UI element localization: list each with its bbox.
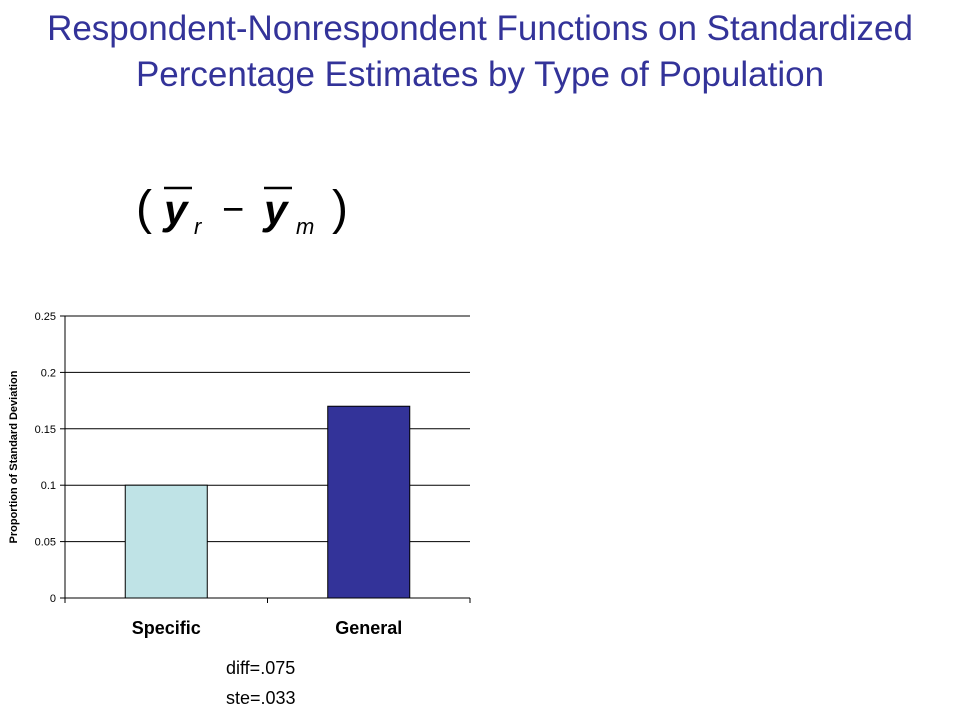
x-category-labels: Specific General: [132, 618, 403, 638]
formula-minus: −: [222, 189, 244, 231]
formula-sub-r: r: [194, 214, 203, 239]
y-tick-label: 0.1: [41, 480, 56, 492]
bars: [124, 405, 411, 599]
y-tick-label: 0.15: [35, 424, 56, 436]
bar-specific: [124, 484, 208, 599]
diff-stat: diff=.075: [226, 658, 296, 678]
formula-close-paren: ): [332, 182, 348, 235]
y-tick-label: 0.25: [35, 311, 56, 323]
x-category-label: Specific: [132, 618, 201, 638]
x-axis-ticks: [64, 598, 471, 603]
y-tick-label: 0.05: [35, 537, 56, 549]
y-tick-label: 0.2: [41, 367, 56, 379]
x-category-label: General: [335, 618, 402, 638]
y-axis-label: Proportion of Standard Deviation: [8, 370, 20, 543]
formula: ( y r − y m ): [136, 182, 348, 239]
formula-sub-m: m: [296, 214, 314, 239]
slide-title: Respondent-Nonrespondent Functions on St…: [47, 9, 913, 94]
ste-stat: ste=.033: [226, 688, 296, 708]
formula-y-m: y: [262, 186, 290, 233]
y-tick-label: 0: [50, 593, 56, 605]
bar-general: [327, 405, 411, 599]
formula-open-paren: (: [136, 182, 152, 235]
y-axis-ticks: 0 0.05 0.1 0.15 0.2 0.25: [35, 311, 65, 605]
bar-chart: 0 0.05 0.1 0.15 0.2 0.25 Specific General Prop…: [8, 311, 471, 638]
formula-y-r: y: [162, 186, 190, 233]
